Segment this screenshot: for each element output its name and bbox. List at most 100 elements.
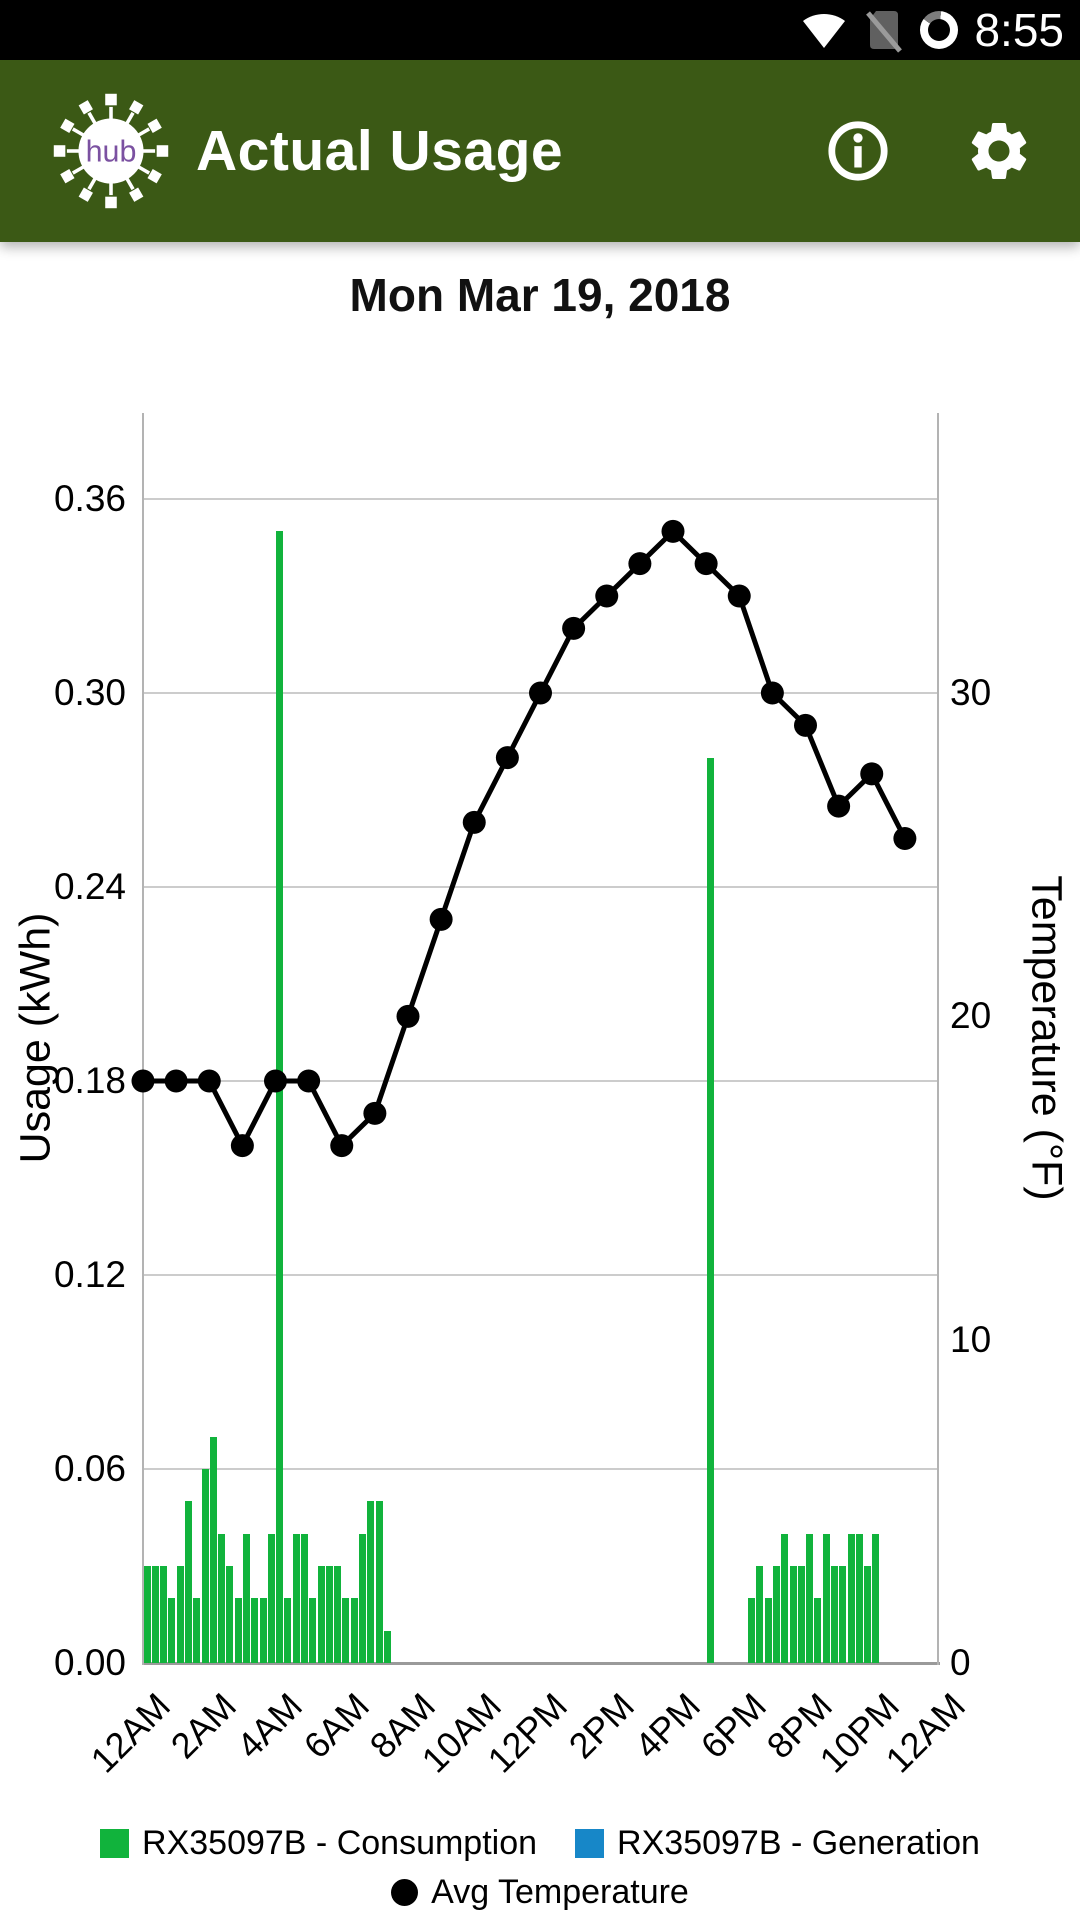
consumption-bar[interactable] xyxy=(706,757,714,1663)
consumption-bar[interactable] xyxy=(226,1566,234,1663)
page-title: Actual Usage xyxy=(196,119,564,183)
consumption-bar[interactable] xyxy=(334,1566,342,1663)
settings-gear-icon[interactable] xyxy=(964,116,1034,186)
consumption-bar[interactable] xyxy=(309,1598,317,1663)
consumption-bar[interactable] xyxy=(839,1566,847,1663)
consumption-bar[interactable] xyxy=(781,1533,789,1663)
consumption-bar[interactable] xyxy=(143,1566,151,1663)
consumption-bar[interactable] xyxy=(317,1566,325,1663)
consumption-bar[interactable] xyxy=(872,1533,880,1663)
consumption-bar[interactable] xyxy=(218,1533,226,1663)
consumption-bar[interactable] xyxy=(375,1501,383,1663)
consumption-bar[interactable] xyxy=(367,1501,375,1663)
info-icon[interactable] xyxy=(826,119,890,183)
consumption-bar[interactable] xyxy=(151,1566,159,1663)
legend-swatch-generation xyxy=(575,1829,605,1858)
temperature-point xyxy=(462,810,486,834)
status-time: 8:55 xyxy=(974,4,1064,56)
temperature-point xyxy=(893,827,917,850)
x-tick-label: 4PM xyxy=(626,1685,708,1767)
consumption-bar[interactable] xyxy=(847,1533,855,1663)
consumption-bar[interactable] xyxy=(773,1566,781,1663)
consumption-bar[interactable] xyxy=(176,1566,184,1663)
y-axis-title-usage: Usage (kWh) xyxy=(11,912,60,1164)
y-left-tick-label: 0.06 xyxy=(53,1448,126,1489)
temperature-point xyxy=(562,616,586,640)
consumption-bar[interactable] xyxy=(830,1566,838,1663)
consumption-bar[interactable] xyxy=(292,1533,300,1663)
y-left-tick-label: 0.00 xyxy=(53,1642,126,1683)
wifi-icon xyxy=(803,14,846,48)
consumption-bar[interactable] xyxy=(160,1566,168,1663)
consumption-bar[interactable] xyxy=(864,1566,872,1663)
y-left-tick-label: 0.24 xyxy=(53,866,126,907)
consumption-bar[interactable] xyxy=(168,1598,176,1663)
status-bar: 8:55 xyxy=(0,0,1080,60)
consumption-bar[interactable] xyxy=(748,1598,756,1663)
consumption-bar[interactable] xyxy=(209,1436,217,1663)
x-axis-baseline xyxy=(143,1662,940,1665)
y-left-tick-label: 0.12 xyxy=(53,1254,126,1295)
temperature-point xyxy=(330,1134,354,1158)
consumption-bar[interactable] xyxy=(358,1533,366,1663)
consumption-bar[interactable] xyxy=(325,1566,333,1663)
consumption-bar[interactable] xyxy=(806,1533,814,1663)
y-right-tick-label: 20 xyxy=(950,995,992,1037)
consumption-bar[interactable] xyxy=(201,1469,209,1663)
consumption-bar[interactable] xyxy=(300,1533,308,1663)
y-axis-line-left xyxy=(142,413,144,1665)
gridline xyxy=(143,1468,938,1470)
y-axis-title-temperature: Temperature (°F) xyxy=(1022,875,1071,1201)
legend-label-temperature: Avg Temperature xyxy=(431,1873,689,1911)
temperature-point xyxy=(230,1134,254,1158)
consumption-bar[interactable] xyxy=(243,1533,251,1663)
temperature-point xyxy=(396,1004,420,1028)
legend-item-consumption: RX35097B - Consumption xyxy=(100,1824,537,1863)
legend-swatch-temperature xyxy=(391,1879,419,1906)
temperature-point xyxy=(794,713,817,737)
consumption-bar[interactable] xyxy=(276,531,284,1663)
consumption-bar[interactable] xyxy=(814,1598,822,1663)
battery-ring-icon xyxy=(920,11,959,49)
consumption-bar[interactable] xyxy=(855,1533,863,1663)
consumption-bar[interactable] xyxy=(185,1501,193,1663)
consumption-bar[interactable] xyxy=(350,1598,358,1663)
x-tick-label: 6PM xyxy=(692,1685,775,1767)
app-bar: hub Actual Usage xyxy=(0,60,1080,242)
x-tick-label: 2AM xyxy=(162,1685,245,1767)
gridline xyxy=(143,886,938,888)
x-tick-label: 6AM xyxy=(295,1685,377,1767)
consumption-bar[interactable] xyxy=(764,1598,772,1663)
gridline xyxy=(143,1080,938,1082)
x-tick-label: 2PM xyxy=(560,1685,642,1767)
temperature-point xyxy=(727,584,751,608)
legend-row-2: Avg Temperature xyxy=(0,1873,1080,1912)
hub-logo-icon[interactable]: hub xyxy=(48,88,174,214)
consumption-bar[interactable] xyxy=(789,1566,797,1663)
temperature-point xyxy=(363,1101,387,1125)
consumption-bar[interactable] xyxy=(193,1598,201,1663)
temperature-point xyxy=(860,762,884,786)
consumption-bar[interactable] xyxy=(251,1598,259,1663)
consumption-bar[interactable] xyxy=(822,1533,830,1663)
legend-item-temperature: Avg Temperature xyxy=(391,1873,689,1912)
consumption-bar[interactable] xyxy=(267,1533,275,1663)
y-right-tick-label: 10 xyxy=(950,1318,992,1360)
consumption-bar[interactable] xyxy=(797,1566,805,1663)
consumption-bar[interactable] xyxy=(234,1598,242,1663)
y-left-tick-label: 0.30 xyxy=(53,672,126,713)
legend-label-consumption: RX35097B - Consumption xyxy=(142,1824,538,1862)
consumption-bar[interactable] xyxy=(342,1598,350,1663)
y-left-tick-label: 0.18 xyxy=(53,1060,126,1101)
consumption-bar[interactable] xyxy=(284,1598,292,1663)
consumption-bar[interactable] xyxy=(259,1598,267,1663)
consumption-bar[interactable] xyxy=(383,1630,391,1663)
legend-swatch-consumption xyxy=(100,1829,130,1858)
consumption-bar[interactable] xyxy=(756,1566,764,1663)
temperature-point xyxy=(694,552,718,576)
x-tick-label: 4AM xyxy=(229,1685,311,1767)
temperature-point xyxy=(661,519,685,543)
chart-legend: RX35097B - Consumption RX35097B - Genera… xyxy=(0,1824,1080,1912)
